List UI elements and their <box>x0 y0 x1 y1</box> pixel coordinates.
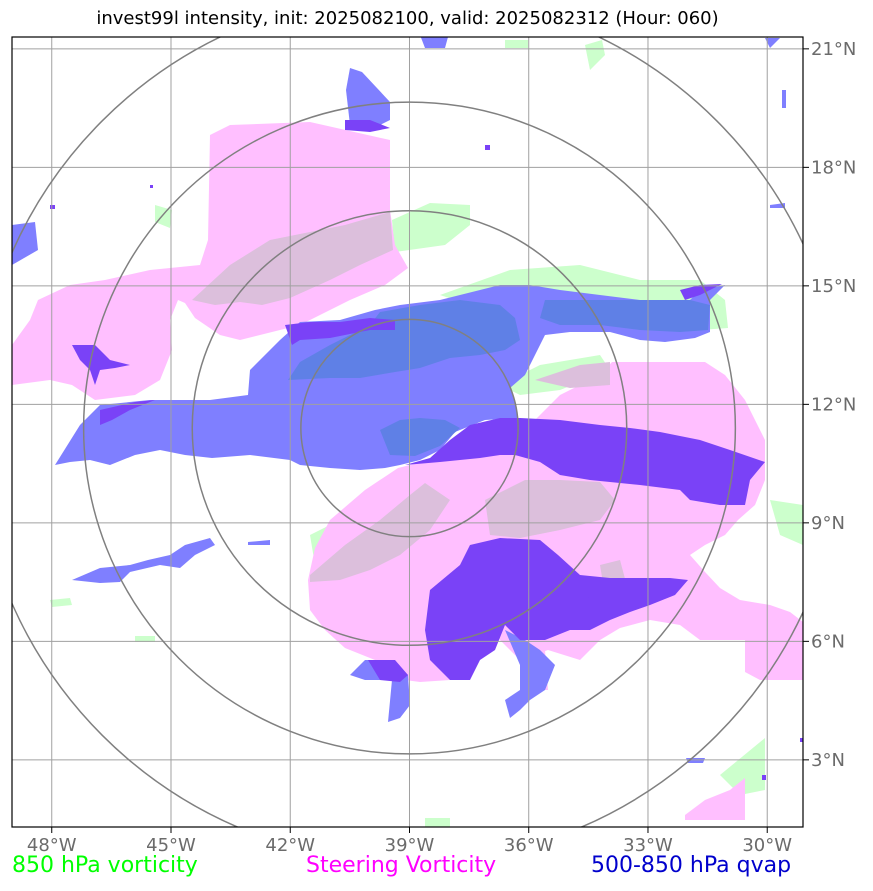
lat-tick-label: 18°N <box>811 157 856 178</box>
qvap-strong-layer <box>50 120 803 780</box>
map-plot-area <box>12 37 803 827</box>
lat-tick-label: 6°N <box>811 631 845 652</box>
map-frame <box>11 36 804 828</box>
lon-tick-label: 36°W <box>504 835 554 856</box>
lon-tick-label: 42°W <box>265 835 315 856</box>
legend-qvap: 500-850 hPa qvap <box>591 853 792 878</box>
lat-tick-label: 21°N <box>811 39 856 60</box>
axis-ticks: 48°W 45°W 42°W 39°W 36°W 33°W 30°W 3°N 6°N 9°N 12°… <box>27 39 856 856</box>
range-ring <box>82 101 737 755</box>
lon-tick-label: 39°W <box>385 835 435 856</box>
range-rings <box>12 37 803 827</box>
lon-tick-label: 48°W <box>27 835 77 856</box>
map-title: invest99l intensity, init: 2025082100, v… <box>96 8 719 29</box>
range-ring <box>191 210 628 647</box>
range-ring <box>300 318 519 538</box>
lat-tick-label: 3°N <box>811 750 845 771</box>
lat-tick-label: 9°N <box>811 513 845 534</box>
qvap-overlap-layer <box>288 300 710 456</box>
graticule-grid <box>12 37 803 827</box>
lat-tick-label: 15°N <box>811 276 856 297</box>
legend-vorticity-850: 850 hPa vorticity <box>12 853 198 878</box>
lon-tick-label: 30°W <box>742 835 792 856</box>
lon-tick-label: 33°W <box>623 835 673 856</box>
lat-tick-label: 12°N <box>811 394 856 415</box>
legend-steering-vorticity: Steering Vorticity <box>306 853 497 878</box>
lon-tick-label: 45°W <box>146 835 196 856</box>
